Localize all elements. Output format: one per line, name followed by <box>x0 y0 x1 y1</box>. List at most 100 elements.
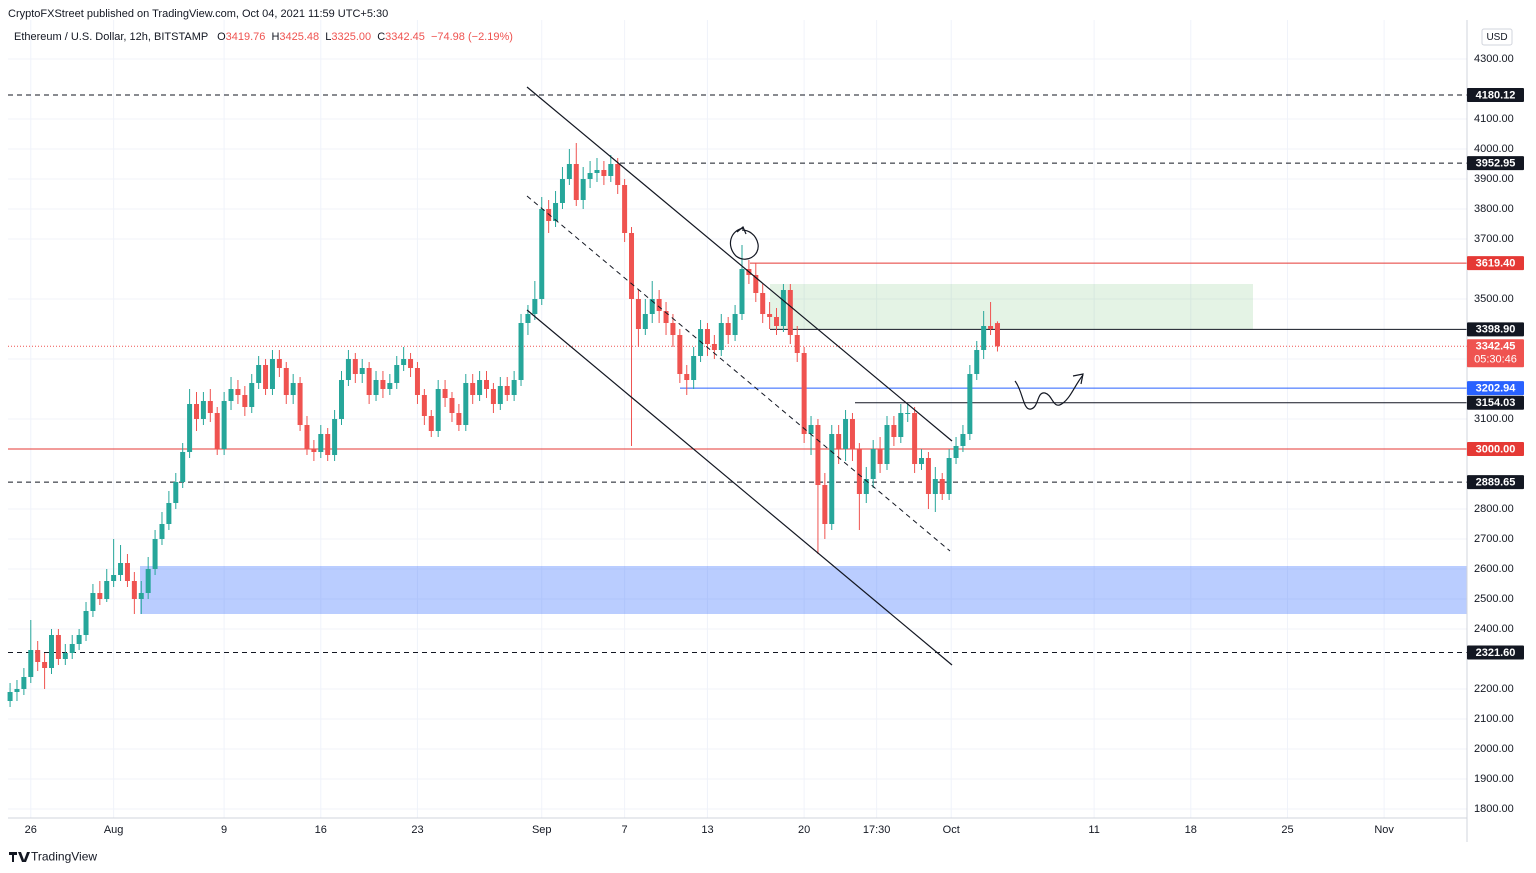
low-value: 3325.00 <box>331 31 371 43</box>
low-label: L <box>325 31 331 43</box>
y-tick-label: 1800.00 <box>1474 803 1514 815</box>
candle-body <box>7 692 13 701</box>
candle-body <box>345 359 351 380</box>
candle-body <box>97 593 103 599</box>
candle-body <box>594 170 600 173</box>
change-value: −74.98 (−2.19%) <box>431 31 513 43</box>
candle-body <box>318 434 324 452</box>
candle-body <box>836 434 842 449</box>
level-label: 4180.12 <box>1476 89 1516 101</box>
symbol-legend: Ethereum / U.S. Dollar, 12h, BITSTAMP O3… <box>14 31 513 43</box>
candle-body <box>166 503 172 524</box>
level-label-box <box>1467 381 1524 396</box>
candle-body <box>884 425 890 464</box>
candle-body <box>111 575 117 581</box>
candle-body <box>242 395 248 407</box>
candle-body <box>843 419 849 449</box>
candle-body <box>463 383 469 425</box>
candle-body <box>753 275 759 293</box>
candle-body <box>691 356 697 380</box>
candle-body <box>394 365 400 383</box>
currency-label: USD <box>1486 32 1507 43</box>
candle-body <box>863 479 869 494</box>
publisher-line: CryptoFXStreet published on TradingView.… <box>8 8 388 20</box>
x-tick-label: 7 <box>622 824 628 836</box>
candle-body <box>663 311 669 323</box>
candle-body <box>518 323 524 380</box>
candle-body <box>145 569 151 593</box>
candle-body <box>601 170 607 176</box>
candle-body <box>118 563 124 575</box>
logo: TradingView <box>9 850 97 864</box>
candle-body <box>615 164 621 185</box>
x-tick-label: 25 <box>1281 824 1293 836</box>
candle-body <box>62 653 68 659</box>
open-value: 3419.76 <box>226 31 266 43</box>
candle-body <box>297 383 303 425</box>
candle-body <box>891 425 897 437</box>
candle-body <box>856 449 862 494</box>
logo-text: TradingView <box>31 850 97 864</box>
candle-body <box>152 539 158 569</box>
candle-body <box>580 179 586 200</box>
candle-body <box>801 353 807 434</box>
candle-body <box>449 398 455 413</box>
candle-body <box>235 389 241 395</box>
candle-body <box>504 386 510 395</box>
candle-body <box>794 335 800 353</box>
close-label: C <box>377 31 385 43</box>
level-label-box <box>1467 322 1524 337</box>
level-label-box <box>1467 156 1524 171</box>
close-value: 3342.45 <box>385 31 425 43</box>
y-tick-label: 3100.00 <box>1474 413 1514 425</box>
trend-lines <box>526 86 1084 666</box>
candle-body <box>525 314 531 323</box>
candle-body <box>187 404 193 452</box>
candle-body <box>967 374 973 434</box>
level-label-box <box>1467 339 1524 368</box>
candle-body <box>553 203 559 221</box>
level-label: 3202.94 <box>1476 383 1517 395</box>
candle-body <box>919 458 925 464</box>
x-tick-label: 16 <box>315 824 327 836</box>
candle-body <box>718 323 724 350</box>
x-tick-label: 20 <box>798 824 810 836</box>
candle-body <box>470 383 476 395</box>
candle-body <box>497 386 503 404</box>
candle-body <box>546 209 552 221</box>
candle-body <box>276 359 282 368</box>
candle-body <box>635 299 641 329</box>
candle-body <box>373 380 379 395</box>
candle-body <box>849 419 855 449</box>
y-tick-label: 1900.00 <box>1474 773 1514 785</box>
x-tick-label: Nov <box>1374 824 1394 836</box>
candle-body <box>780 290 786 326</box>
candle-body <box>332 419 338 455</box>
candle-body <box>408 359 414 368</box>
candle-body <box>822 485 828 524</box>
candle-body <box>670 323 676 335</box>
y-tick-label: 4000.00 <box>1474 143 1514 155</box>
x-tick-label: 9 <box>221 824 227 836</box>
candle-body <box>200 401 206 419</box>
candle-body <box>76 635 82 644</box>
candle-body <box>490 389 496 404</box>
grid <box>8 20 1467 818</box>
x-tick-label: 26 <box>25 824 37 836</box>
candle-body <box>905 413 911 414</box>
trend-line <box>526 86 953 442</box>
level-label-box <box>1467 442 1524 456</box>
candle-body <box>566 164 572 179</box>
candle-body <box>629 233 635 299</box>
candle-body <box>456 413 462 425</box>
y-tick-label: 2200.00 <box>1474 683 1514 695</box>
candle-body <box>539 209 545 299</box>
candle-body <box>608 164 614 176</box>
y-tick-label: 4300.00 <box>1474 53 1514 65</box>
candle-body <box>159 524 165 539</box>
candle-body <box>829 434 835 524</box>
candle-body <box>290 383 296 395</box>
candle-body <box>428 416 434 431</box>
candle-body <box>711 344 717 350</box>
